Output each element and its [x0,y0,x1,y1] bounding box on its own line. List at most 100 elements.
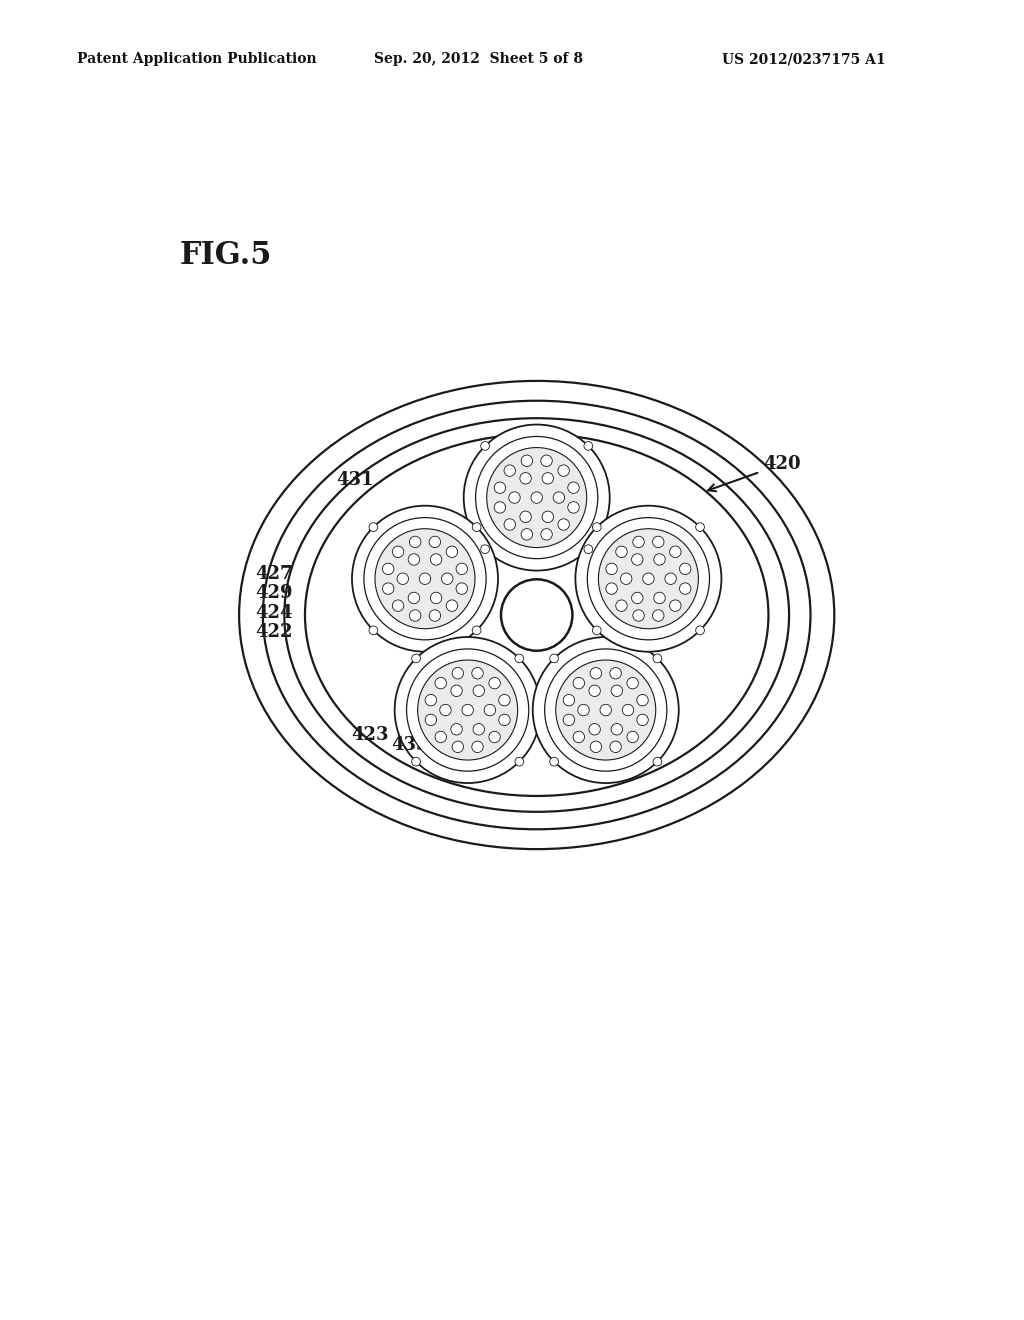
Circle shape [615,601,627,611]
Circle shape [542,473,554,484]
Circle shape [456,583,468,594]
Circle shape [590,741,601,752]
Ellipse shape [263,401,810,829]
Circle shape [633,536,644,548]
Circle shape [472,741,483,752]
Circle shape [665,573,676,585]
Circle shape [488,677,501,689]
Circle shape [462,705,473,715]
Circle shape [653,593,666,603]
Circle shape [598,529,698,628]
Circle shape [632,554,643,565]
Circle shape [637,714,648,726]
Circle shape [499,694,510,706]
Circle shape [558,519,569,531]
Circle shape [584,442,593,450]
Circle shape [680,583,691,594]
Circle shape [520,473,531,484]
Circle shape [509,492,520,503]
Circle shape [575,506,722,652]
Text: 431: 431 [336,471,374,490]
Circle shape [451,685,462,697]
Circle shape [550,758,558,766]
Circle shape [472,626,481,635]
Circle shape [504,519,515,531]
Circle shape [383,583,394,594]
Circle shape [435,677,446,689]
Circle shape [369,523,378,532]
Circle shape [531,492,543,503]
Circle shape [429,610,440,622]
Circle shape [430,554,441,565]
Circle shape [364,517,486,640]
Circle shape [504,465,515,477]
Circle shape [352,506,498,652]
Text: 423: 423 [351,726,389,744]
Circle shape [653,758,662,766]
Circle shape [451,723,462,735]
Circle shape [375,529,475,628]
Circle shape [545,649,667,771]
Circle shape [456,564,468,574]
Text: 424: 424 [255,603,292,622]
Circle shape [392,546,403,557]
Text: 429: 429 [255,583,292,602]
Circle shape [670,546,681,557]
Circle shape [606,564,617,574]
Circle shape [567,482,580,494]
Circle shape [520,511,531,523]
Circle shape [409,593,420,603]
Circle shape [610,668,622,678]
Circle shape [419,573,431,585]
Circle shape [563,694,574,706]
Circle shape [435,731,446,743]
Text: Patent Application Publication: Patent Application Publication [77,53,316,66]
Circle shape [446,546,458,557]
Circle shape [643,573,654,585]
Text: 421: 421 [444,742,481,760]
Circle shape [410,536,421,548]
Circle shape [475,437,598,558]
Circle shape [486,447,587,548]
Circle shape [590,668,601,678]
Circle shape [495,502,506,513]
Circle shape [488,731,501,743]
Circle shape [593,626,601,635]
Circle shape [473,685,484,697]
Circle shape [521,455,532,466]
Circle shape [637,694,648,706]
Circle shape [653,554,666,565]
Circle shape [472,668,483,678]
Circle shape [394,638,541,783]
Circle shape [623,705,634,715]
Text: 426: 426 [420,601,458,619]
Text: 422: 422 [255,623,292,642]
Circle shape [392,601,403,611]
Circle shape [425,694,436,706]
Circle shape [670,601,681,611]
Circle shape [480,545,489,553]
Circle shape [615,546,627,557]
Text: 427: 427 [255,565,292,582]
Circle shape [621,573,632,585]
Ellipse shape [305,434,768,796]
Circle shape [495,482,506,494]
Ellipse shape [285,418,790,812]
Circle shape [695,626,705,635]
Circle shape [584,545,593,553]
Circle shape [410,610,421,622]
Circle shape [464,425,609,570]
Circle shape [521,528,532,540]
Circle shape [430,593,441,603]
Circle shape [369,626,378,635]
Circle shape [653,653,662,663]
Circle shape [429,536,440,548]
Circle shape [573,731,585,743]
Circle shape [567,502,580,513]
Circle shape [412,653,421,663]
Circle shape [541,455,552,466]
Circle shape [407,649,528,771]
Circle shape [499,714,510,726]
Circle shape [611,723,623,735]
Text: US 2012/0237175 A1: US 2012/0237175 A1 [722,53,886,66]
